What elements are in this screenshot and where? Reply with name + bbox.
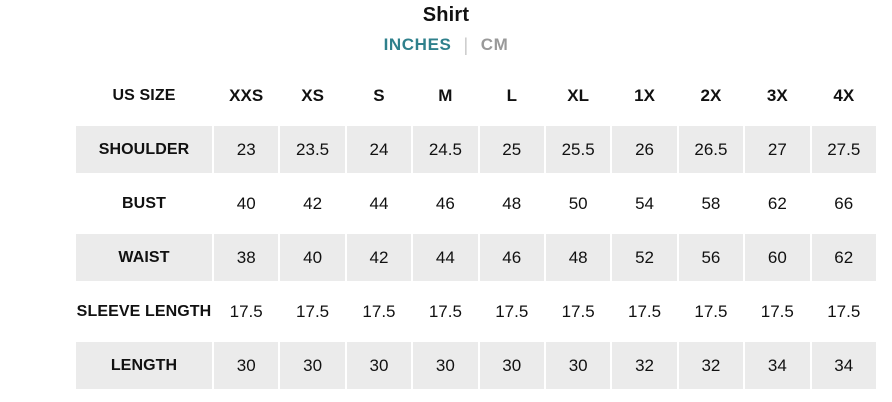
size-value-cell: 34 <box>811 342 876 389</box>
size-value-cell: 46 <box>479 234 544 281</box>
size-value-cell: 23 <box>214 126 279 173</box>
size-value-cell: 30 <box>545 342 611 389</box>
size-value-cell: 17.5 <box>561 301 595 321</box>
size-value-cell: 24 <box>346 126 412 173</box>
column-header-s: S <box>373 85 385 105</box>
column-header-1x: 1X <box>634 85 655 105</box>
size-value-cell: 30 <box>479 342 544 389</box>
size-table: US SIZE XXS XS S M L XL 1X 2X 3X 4X SHOULDER 23 23.5… <box>74 65 878 396</box>
tab-divider: | <box>463 34 469 55</box>
size-value-cell: 48 <box>545 234 611 281</box>
size-value-cell: 44 <box>369 193 389 213</box>
size-value-cell: 48 <box>502 193 522 213</box>
size-value-cell: 66 <box>834 193 854 213</box>
tab-inches[interactable]: INCHES <box>383 35 452 54</box>
size-value-cell: 17.5 <box>362 301 396 321</box>
size-value-cell: 30 <box>413 342 478 389</box>
size-value-cell: 62 <box>767 193 787 213</box>
size-value-cell: 17.5 <box>760 301 794 321</box>
table-row-shoulder: SHOULDER 23 23.5 24 24.5 25 25.5 26 26.5 27 27.5 <box>76 126 876 173</box>
column-header-m: M <box>438 85 453 105</box>
size-value-cell: 26.5 <box>678 126 744 173</box>
size-value-cell: 38 <box>214 234 279 281</box>
row-label-length: LENGTH <box>76 342 212 389</box>
size-value-cell: 34 <box>745 342 810 389</box>
page-title: Shirt <box>422 4 470 26</box>
size-value-cell: 44 <box>413 234 478 281</box>
row-label-sleeve-length: SLEEVE LENGTH <box>76 302 212 320</box>
size-value-cell: 17.5 <box>627 301 662 321</box>
size-value-cell: 17.5 <box>428 301 462 321</box>
tab-cm[interactable]: CM <box>480 35 509 54</box>
size-value-cell: 32 <box>678 342 744 389</box>
table-row-sleeve-length: SLEEVE LENGTH 17.5 17.5 17.5 17.5 17.5 17.5 17.… <box>76 288 876 335</box>
size-value-cell: 54 <box>635 193 654 213</box>
size-value-cell: 52 <box>612 234 677 281</box>
row-label-shoulder: SHOULDER <box>76 126 212 173</box>
size-value-cell: 27.5 <box>811 126 876 173</box>
size-value-cell: 42 <box>303 193 323 213</box>
size-value-cell: 60 <box>745 234 810 281</box>
size-value-cell: 24.5 <box>413 126 478 173</box>
column-header-4x: 4X <box>833 85 855 105</box>
column-header-us-size: US SIZE <box>112 86 176 104</box>
column-header-3x: 3X <box>766 85 788 105</box>
size-value-cell: 50 <box>568 193 588 213</box>
size-value-cell: 58 <box>701 193 721 213</box>
size-value-cell: 25.5 <box>545 126 611 173</box>
table-row-bust: BUST 40 42 44 46 48 50 54 58 62 66 <box>76 180 876 227</box>
size-value-cell: 17.5 <box>827 301 861 321</box>
size-value-cell: 40 <box>280 234 345 281</box>
row-label-waist: WAIST <box>76 234 212 281</box>
table-row-length: LENGTH 30 30 30 30 30 30 32 32 34 34 <box>76 342 876 389</box>
size-value-cell: 30 <box>280 342 345 389</box>
size-table-head-row: US SIZE XXS XS S M L XL 1X 2X 3X 4X <box>76 72 876 119</box>
size-value-cell: 30 <box>346 342 412 389</box>
size-table-body: SHOULDER 23 23.5 24 24.5 25 25.5 26 26.5 27 27.5 BU… <box>76 126 876 389</box>
unit-toggle: INCHES | CM <box>0 33 892 57</box>
size-value-cell: 17.5 <box>296 301 330 321</box>
size-value-cell: 32 <box>612 342 677 389</box>
size-value-cell: 30 <box>214 342 279 389</box>
size-value-cell: 26 <box>612 126 677 173</box>
table-row-waist: WAIST 38 40 42 44 46 48 52 56 60 62 <box>76 234 876 281</box>
row-label-bust: BUST <box>122 194 166 212</box>
size-value-cell: 46 <box>435 193 455 213</box>
size-value-cell: 25 <box>479 126 544 173</box>
size-value-cell: 27 <box>745 126 810 173</box>
size-value-cell: 17.5 <box>694 301 728 321</box>
column-header-2x: 2X <box>700 85 722 105</box>
size-value-cell: 17.5 <box>495 301 529 321</box>
size-value-cell: 56 <box>678 234 744 281</box>
size-value-cell: 17.5 <box>229 301 263 321</box>
column-header-xl: XL <box>567 85 590 105</box>
column-header-xxs: XXS <box>229 85 264 105</box>
column-header-l: L <box>506 85 517 105</box>
size-value-cell: 23.5 <box>280 126 345 173</box>
size-value-cell: 40 <box>236 193 256 213</box>
column-header-xs: XS <box>301 85 324 105</box>
size-value-cell: 62 <box>811 234 876 281</box>
size-value-cell: 42 <box>346 234 412 281</box>
